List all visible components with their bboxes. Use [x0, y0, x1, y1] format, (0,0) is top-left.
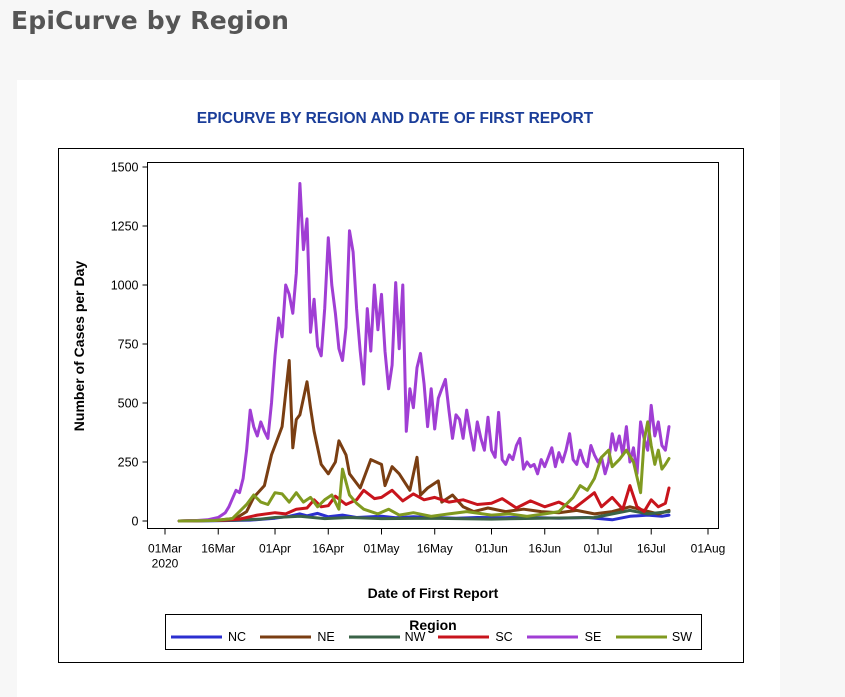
- legend: Region NC NE NW SC SE SW: [165, 614, 702, 650]
- page-title: EpiCurve by Region: [11, 6, 290, 35]
- x-tick-label: 16May: [417, 542, 453, 556]
- legend-label-sw: SW: [672, 630, 692, 644]
- y-tick-label: 1500: [111, 161, 139, 175]
- legend-label-sc: SC: [495, 630, 512, 644]
- y-tick-label: 1250: [111, 220, 139, 234]
- chart-title: EPICURVE BY REGION AND DATE OF FIRST REP…: [197, 110, 594, 127]
- chart-card: EPICURVE BY REGION AND DATE OF FIRST REP…: [17, 80, 780, 697]
- y-tick-label: 0: [132, 515, 139, 529]
- y-tick-label: 750: [118, 338, 139, 352]
- chart-frame: [58, 148, 744, 663]
- legend-label-nc: NC: [228, 630, 246, 644]
- legend-title: Region: [409, 617, 456, 633]
- y-axis: 0 250 500 750 1000 1250 1500: [111, 161, 148, 529]
- plot-area: [147, 162, 719, 529]
- epicurve-chart: EPICURVE BY REGION AND DATE OF FIRST REP…: [58, 110, 744, 663]
- series-line-ne: [177, 359, 671, 523]
- x-tick-label: 16Apr: [312, 542, 344, 556]
- series-line-sw: [177, 420, 671, 523]
- legend-label-ne: NE: [317, 630, 334, 644]
- legend-label-se: SE: [585, 630, 602, 644]
- legend-items: NC NE NW SC SE SW: [171, 630, 692, 644]
- x-tick-label: 01Apr: [259, 542, 291, 556]
- y-tick-label: 1000: [111, 279, 139, 293]
- x-tick-label: 16Jul: [637, 542, 666, 556]
- series-line-se: [177, 182, 671, 523]
- y-tick-label: 250: [118, 456, 139, 470]
- x-tick-label: 16Mar: [201, 542, 235, 556]
- y-tick-label: 500: [118, 397, 139, 411]
- x-tick-label: 01Jun: [475, 542, 508, 556]
- series-line-sc: [177, 484, 671, 523]
- legend-box: [165, 614, 702, 650]
- legend-label-nw: NW: [405, 630, 426, 644]
- x-axis-label: Date of First Report: [368, 585, 499, 601]
- y-axis-label: Number of Cases per Day: [71, 261, 87, 432]
- x-tick-label: 01Aug: [691, 542, 726, 556]
- x-tick-sublabel: 2020: [152, 557, 179, 571]
- series-lines: [177, 182, 671, 523]
- series-line-nw: [177, 508, 671, 523]
- x-tick-label: 01Jul: [584, 542, 613, 556]
- x-tick-label: 01Mar: [148, 542, 182, 556]
- x-tick-label: 01May: [363, 542, 399, 556]
- x-tick-label: 16Jun: [528, 542, 561, 556]
